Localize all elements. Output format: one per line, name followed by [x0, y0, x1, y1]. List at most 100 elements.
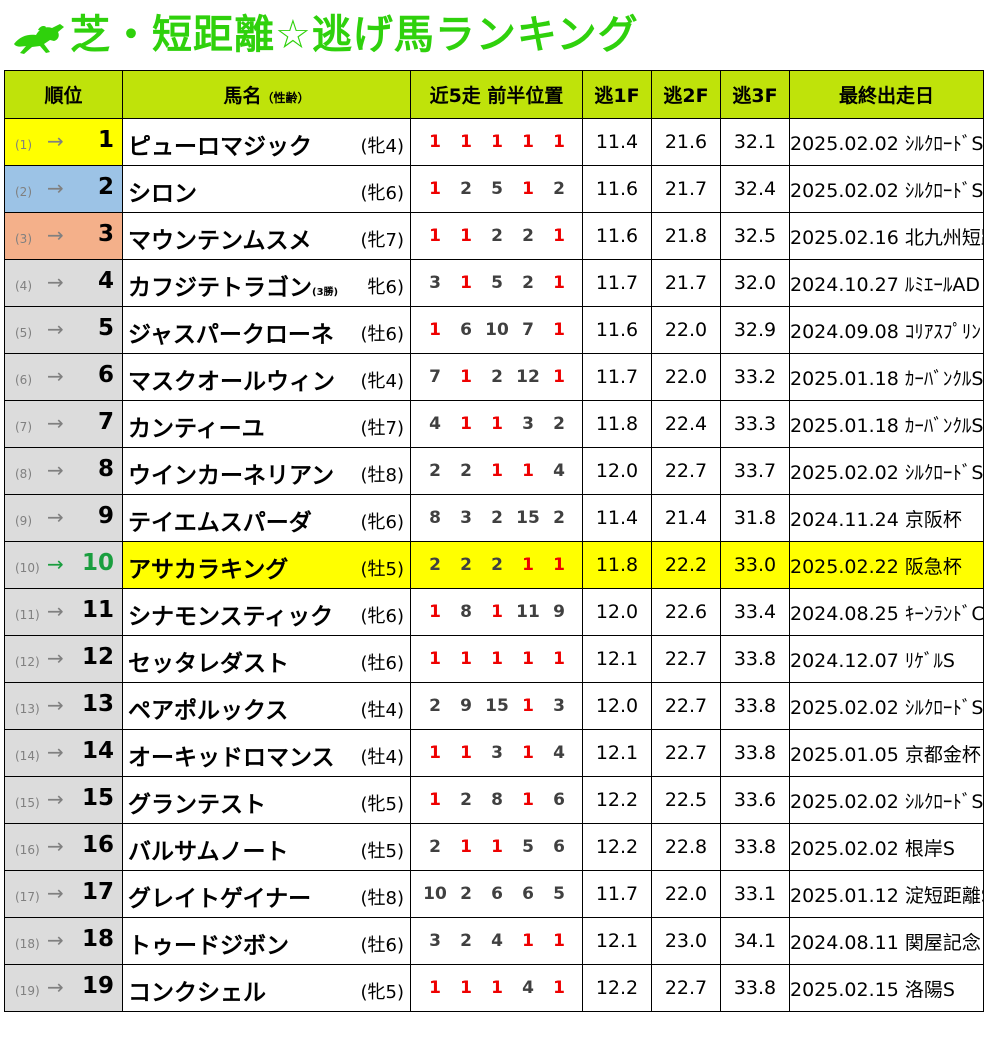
rank-number: 3 — [97, 221, 114, 247]
split-2f: 22.0 — [651, 353, 721, 401]
position-value: 8 — [429, 508, 441, 528]
previous-rank: (11) — [15, 608, 40, 622]
sex-age: (牝5) — [360, 794, 405, 815]
sex-age: (牝4) — [360, 371, 405, 392]
position-value: 4 — [429, 414, 441, 434]
split-3f: 32.5 — [720, 212, 790, 260]
arrow-right-icon: → — [47, 364, 64, 388]
horse-name-wrap: ピューロマジック — [128, 127, 312, 161]
position-value: 1 — [553, 320, 565, 340]
position-value: 10 — [485, 320, 509, 340]
horse-name-cell: ピューロマジック (牝4) — [122, 118, 411, 166]
horse-name-wrap: シナモンスティック — [128, 597, 333, 631]
horse-name: マウンテンムスメ — [128, 228, 312, 254]
position-value: 6 — [460, 320, 472, 340]
last-race-date: 2025.01.12 淀短距離S — [789, 870, 984, 918]
rank-number: 15 — [81, 785, 114, 811]
rank-cell: (18) → 18 — [4, 917, 123, 965]
rank-cell: (16) → 16 — [4, 823, 123, 871]
position-value: 1 — [460, 273, 472, 293]
position-value: 2 — [553, 508, 565, 528]
position-value: 4 — [553, 461, 565, 481]
rank-cell: (13) → 13 — [4, 682, 123, 730]
position-value: 2 — [460, 461, 472, 481]
position-value: 4 — [522, 978, 534, 998]
recent-positions-cell: 1 8 1 11 9 — [410, 588, 583, 636]
split-2f: 21.8 — [651, 212, 721, 260]
previous-rank: (17) — [15, 890, 40, 904]
position-value: 1 — [460, 978, 472, 998]
last-race-date: 2025.02.02 ｼﾙｸﾛｰﾄﾞS — [789, 776, 984, 824]
ranking-table: 順位 馬名（性齢） 近5走 前半位置 逃1F 逃2F 逃3F 最終出走日 (1)… — [4, 70, 984, 1012]
split-1f: 11.8 — [582, 400, 652, 448]
sex-age: (牡6) — [360, 324, 405, 345]
table-row: (2) → 2 シロン (牝6) 1 2 5 1 2 11.6 21.7 32.4 2025.02.02 … — [4, 165, 984, 213]
position-value: 2 — [522, 226, 534, 246]
position-value: 1 — [491, 837, 503, 857]
arrow-right-icon: → — [47, 176, 64, 200]
position-value: 6 — [553, 837, 565, 857]
horse-name-cell: テイエムスパーダ (牝6) — [122, 494, 411, 542]
horse-name-cell: トゥードジボン (牡6) — [122, 917, 411, 965]
split-2f: 21.6 — [651, 118, 721, 166]
rank-cell: (8) → 8 — [4, 447, 123, 495]
position-value: 1 — [553, 555, 565, 575]
horse-name: グランテスト — [128, 792, 266, 818]
previous-rank: (3) — [15, 232, 32, 246]
previous-rank: (16) — [15, 843, 40, 857]
sex-age: 牝6) — [367, 277, 404, 298]
rank-cell: (10) → 10 — [4, 541, 123, 589]
position-value: 1 — [460, 226, 472, 246]
split-1f: 12.2 — [582, 823, 652, 871]
sex-age: (牝6) — [360, 606, 405, 627]
header-last: 最終出走日 — [789, 70, 984, 119]
horse-name: ピューロマジック — [128, 134, 312, 160]
arrow-right-icon: → — [47, 834, 64, 858]
horse-name-cell: カンティーユ (牡7) — [122, 400, 411, 448]
split-2f: 22.7 — [651, 447, 721, 495]
sex-age: (牡7) — [360, 418, 405, 439]
sex-age: (牡4) — [360, 700, 405, 721]
position-value: 3 — [460, 508, 472, 528]
position-value: 1 — [553, 978, 565, 998]
split-1f: 12.0 — [582, 447, 652, 495]
rank-number: 19 — [81, 973, 114, 999]
position-value: 8 — [491, 790, 503, 810]
sex-age: (牡4) — [360, 747, 405, 768]
rank-number: 18 — [81, 926, 114, 952]
horse-name-wrap: ウインカーネリアン — [128, 456, 334, 490]
position-value: 15 — [516, 508, 540, 528]
split-2f: 22.7 — [651, 635, 721, 683]
horse-name-cell: マウンテンムスメ (牝7) — [122, 212, 411, 260]
position-value: 2 — [429, 696, 441, 716]
previous-rank: (15) — [15, 796, 40, 810]
position-value: 1 — [553, 367, 565, 387]
table-row: (5) → 5 ジャスパークローネ (牡6) 1 6 10 7 1 11.6 22.0 32.9 2024… — [4, 306, 984, 354]
position-value: 2 — [460, 884, 472, 904]
rank-number: 16 — [81, 832, 114, 858]
horse-name-wrap: オーキッドロマンス — [128, 738, 335, 772]
position-value: 1 — [491, 132, 503, 152]
horse-name-wrap: トゥードジボン — [128, 926, 289, 960]
arrow-right-icon: → — [47, 928, 64, 952]
split-3f: 34.1 — [720, 917, 790, 965]
split-2f: 22.4 — [651, 400, 721, 448]
position-value: 2 — [429, 837, 441, 857]
horse-name-wrap: テイエムスパーダ — [128, 503, 312, 537]
position-value: 7 — [429, 367, 441, 387]
position-value: 1 — [460, 743, 472, 763]
horse-name-wrap: ジャスパークローネ — [128, 315, 334, 349]
horse-name-cell: グランテスト (牝5) — [122, 776, 411, 824]
position-value: 2 — [553, 179, 565, 199]
split-1f: 12.0 — [582, 682, 652, 730]
split-1f: 11.4 — [582, 118, 652, 166]
split-2f: 21.7 — [651, 259, 721, 307]
horse-name: トゥードジボン — [128, 933, 289, 959]
position-value: 1 — [553, 226, 565, 246]
position-value: 1 — [429, 790, 441, 810]
horse-name-cell: オーキッドロマンス (牡4) — [122, 729, 411, 777]
